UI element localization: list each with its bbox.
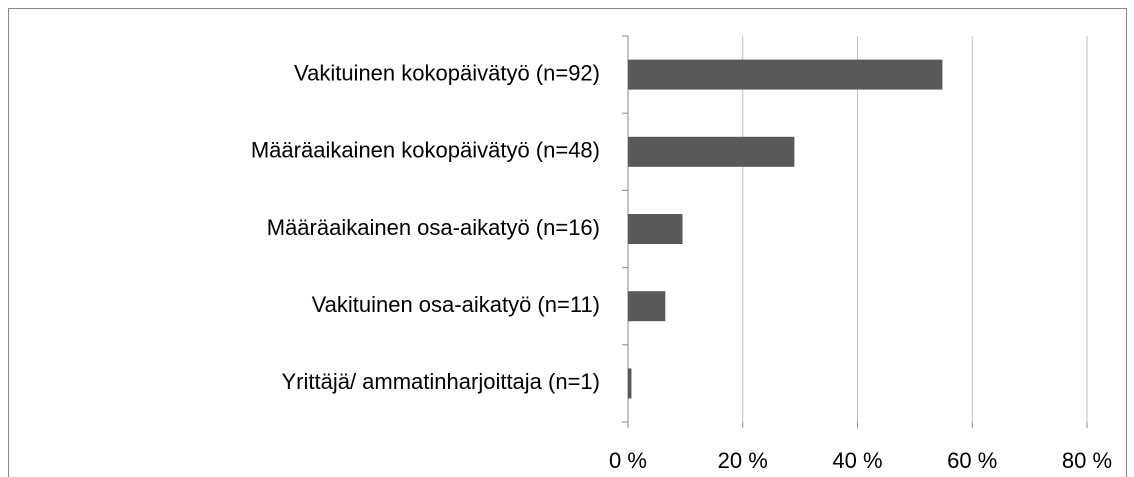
y-tick-label: Vakituinen osa-aikatyö (n=11) [312,292,600,317]
chart-border [8,8,1127,477]
x-tick-label: 40 % [832,448,882,473]
y-tick-label: Määräaikainen osa-aikatyö (n=16) [267,215,600,240]
y-tick-label: Määräaikainen kokopäivätyö (n=48) [251,138,600,163]
x-tick-label: 60 % [947,448,997,473]
y-tick-label: Yrittäjä/ ammatinharjoittaja (n=1) [281,369,600,394]
x-tick-label: 0 % [609,448,647,473]
bar [628,59,943,90]
bar [628,214,683,244]
bar [628,136,795,167]
y-tick-label: Vakituinen kokopäivätyö (n=92) [294,60,600,85]
x-tick-label: 80 % [1062,448,1112,473]
bar [628,291,666,322]
bar [628,368,632,399]
x-tick-label: 20 % [718,448,768,473]
